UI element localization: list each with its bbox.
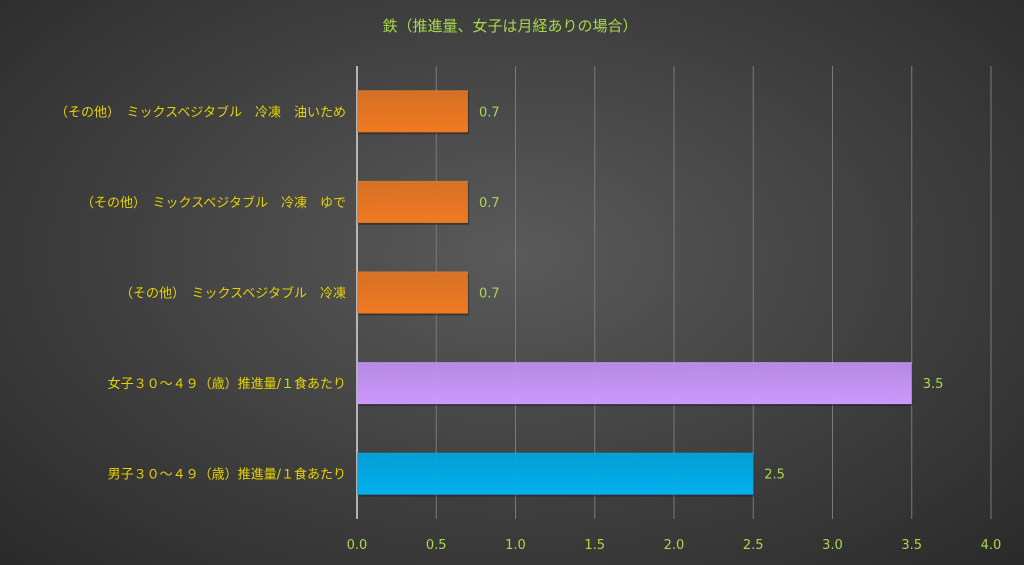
x-tick-label: 3.0: [822, 538, 843, 553]
data-label: 3.5: [923, 377, 944, 392]
x-tick-label: 2.0: [664, 538, 685, 553]
chart-title: 鉄（推進量、女子は月経ありの場合）: [382, 17, 637, 35]
bar: [357, 180, 468, 223]
bar: [357, 362, 912, 405]
bar: [357, 452, 754, 495]
data-label: 0.7: [479, 196, 500, 211]
x-tick-label: 2.5: [743, 538, 764, 553]
bars: [357, 90, 913, 497]
x-tick-label: 3.5: [901, 538, 922, 553]
x-tick-label: 0.5: [426, 538, 447, 553]
category-label: （その他） ミックスベジタブル 冷凍: [120, 286, 346, 302]
x-tick-label: 4.0: [981, 538, 1002, 553]
x-tick-label: 1.0: [505, 538, 526, 553]
data-labels: 0.7 0.7 0.7 3.5 2.5: [479, 105, 943, 482]
data-label: 2.5: [764, 468, 785, 483]
bar: [357, 90, 468, 133]
category-label: 女子３０～４９（歳）推進量/１食あたり: [108, 376, 346, 392]
data-label: 0.7: [479, 105, 500, 120]
category-labels: （その他） ミックスベジタブル 冷凍 油いため （その他） ミックスベジタブル 冷…: [55, 104, 346, 482]
category-label: （その他） ミックスベジタブル 冷凍 ゆで: [81, 195, 346, 211]
x-tick-label: 0.0: [347, 538, 368, 553]
bar: [357, 271, 468, 314]
x-tick-label: 1.5: [584, 538, 605, 553]
category-label: （その他） ミックスベジタブル 冷凍 油いため: [55, 104, 346, 120]
x-tick-labels: 0.0 0.5 1.0 1.5 2.0 2.5 3.0 3.5 4.0: [347, 538, 1002, 553]
data-label: 0.7: [479, 287, 500, 302]
category-label: 男子３０～４９（歳）推進量/１食あたり: [108, 467, 346, 483]
